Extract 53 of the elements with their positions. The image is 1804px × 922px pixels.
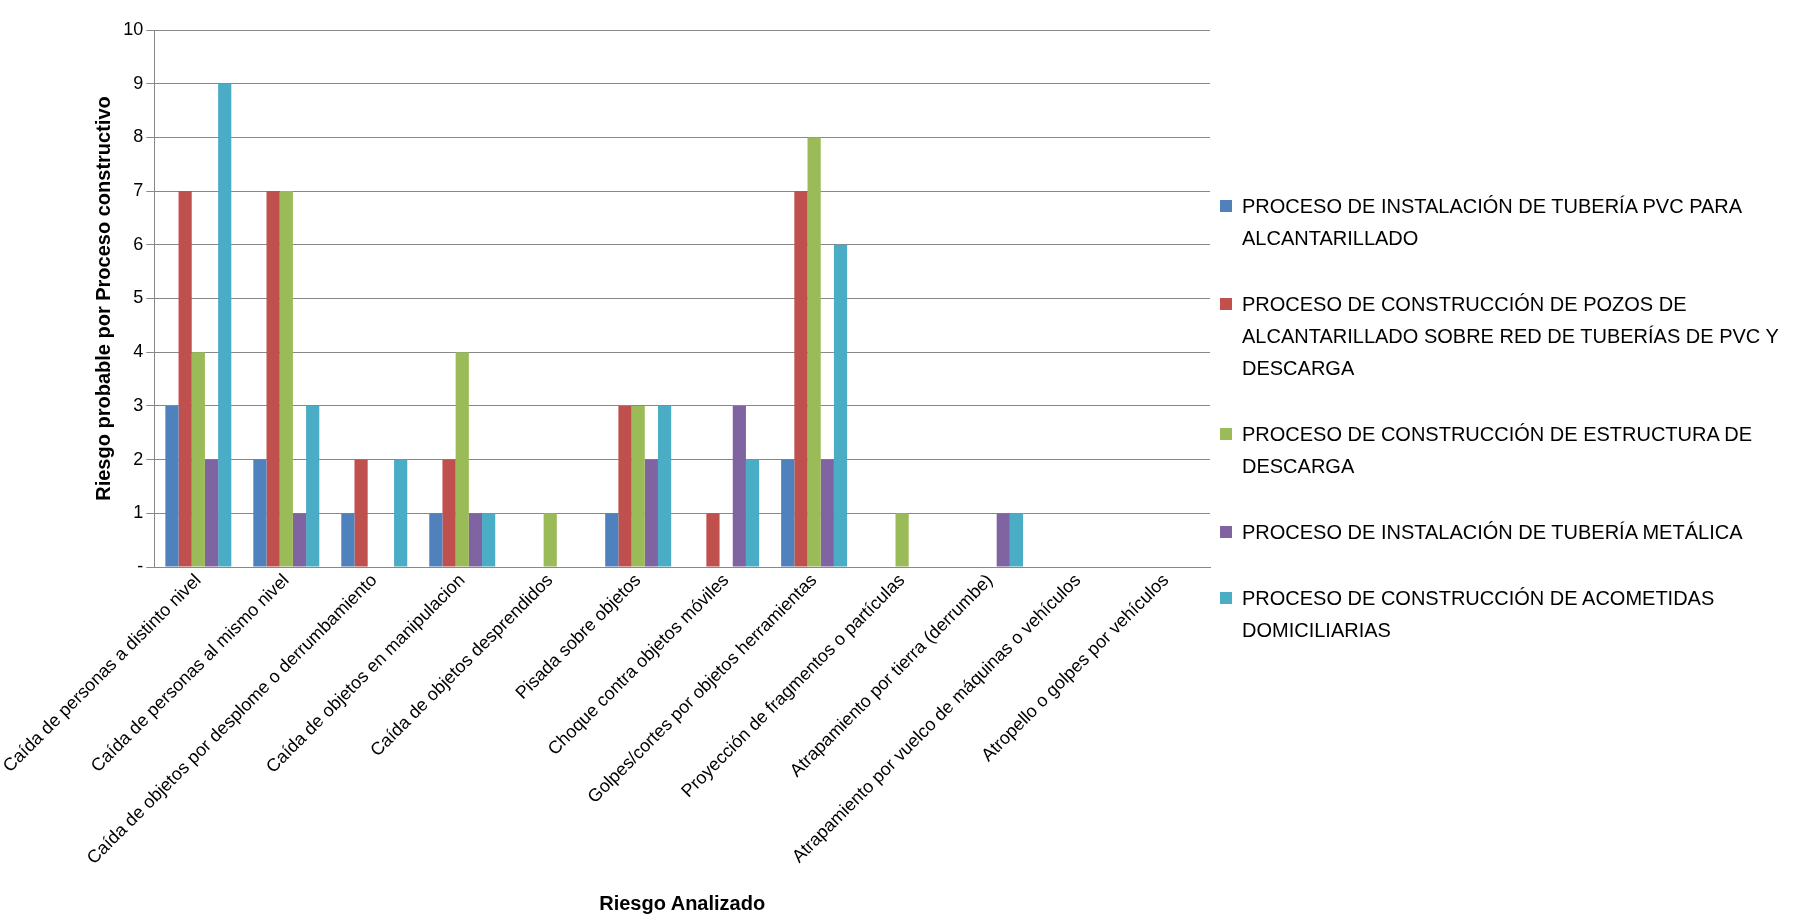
bar bbox=[279, 191, 293, 567]
bar bbox=[794, 191, 808, 567]
y-tick-label: 4 bbox=[133, 341, 144, 362]
bar bbox=[191, 352, 205, 567]
y-tick-label: 9 bbox=[133, 72, 144, 93]
bar bbox=[781, 459, 795, 567]
bar bbox=[306, 405, 320, 567]
y-tick-label: 10 bbox=[123, 18, 144, 39]
bar bbox=[429, 513, 443, 567]
bar bbox=[266, 191, 280, 567]
bar bbox=[657, 405, 672, 567]
bar bbox=[644, 459, 658, 567]
bar bbox=[468, 513, 483, 567]
bar bbox=[455, 352, 469, 567]
bar bbox=[618, 405, 632, 567]
bar bbox=[820, 459, 834, 567]
bar bbox=[807, 137, 821, 567]
legend-label: PROCESO DE CONSTRUCCIÓN DE ACOMETIDAS DOMICILIARIAS bbox=[1242, 586, 1716, 643]
bar bbox=[341, 513, 355, 567]
bar bbox=[745, 459, 760, 567]
y-tick-label: 3 bbox=[133, 394, 144, 415]
bar bbox=[732, 405, 746, 567]
bar bbox=[253, 459, 267, 567]
bar bbox=[833, 244, 848, 567]
y-tick-label: 8 bbox=[133, 126, 144, 147]
y-tick-label: 5 bbox=[133, 287, 144, 308]
legend-label: PROCESO DE INSTALACIÓN DE TUBERÍA METÁLICA bbox=[1242, 520, 1743, 545]
y-tick-label: 7 bbox=[133, 180, 144, 201]
bar bbox=[178, 191, 192, 567]
x-axis-title: Riesgo Analizado bbox=[599, 891, 766, 914]
bar bbox=[996, 513, 1010, 567]
bar bbox=[394, 459, 408, 567]
bar bbox=[895, 513, 909, 567]
legend-label: PROCESO DE CONSTRUCCIÓN DE POZOS DE ALCANTARILLADO SOBRE RED DE TUBERÍAS DE PVC Y DESCARGA bbox=[1242, 292, 1780, 381]
bar bbox=[442, 459, 456, 567]
bar bbox=[482, 513, 496, 567]
bar bbox=[292, 513, 307, 567]
bar bbox=[605, 513, 619, 567]
y-tick-label: 2 bbox=[133, 448, 144, 469]
y-tick-label: 6 bbox=[133, 233, 144, 254]
bar bbox=[204, 459, 219, 567]
bar bbox=[1009, 513, 1024, 567]
legend-label: PROCESO DE CONSTRUCCIÓN DE ESTRUCTURA DE DESCARGA bbox=[1242, 422, 1754, 479]
bar bbox=[165, 405, 179, 567]
bar bbox=[543, 513, 557, 567]
legend-label: PROCESO DE INSTALACIÓN DE TUBERÍA PVC PARA ALCANTARILLADO bbox=[1242, 194, 1743, 251]
y-tick-label: - bbox=[137, 555, 144, 576]
y-axis-title: Riesgo probable por Proceso constructivo bbox=[91, 96, 114, 501]
bar bbox=[218, 83, 232, 567]
bar bbox=[631, 405, 645, 567]
bar bbox=[706, 513, 720, 567]
bar bbox=[354, 459, 368, 567]
y-tick-label: 1 bbox=[133, 502, 144, 523]
